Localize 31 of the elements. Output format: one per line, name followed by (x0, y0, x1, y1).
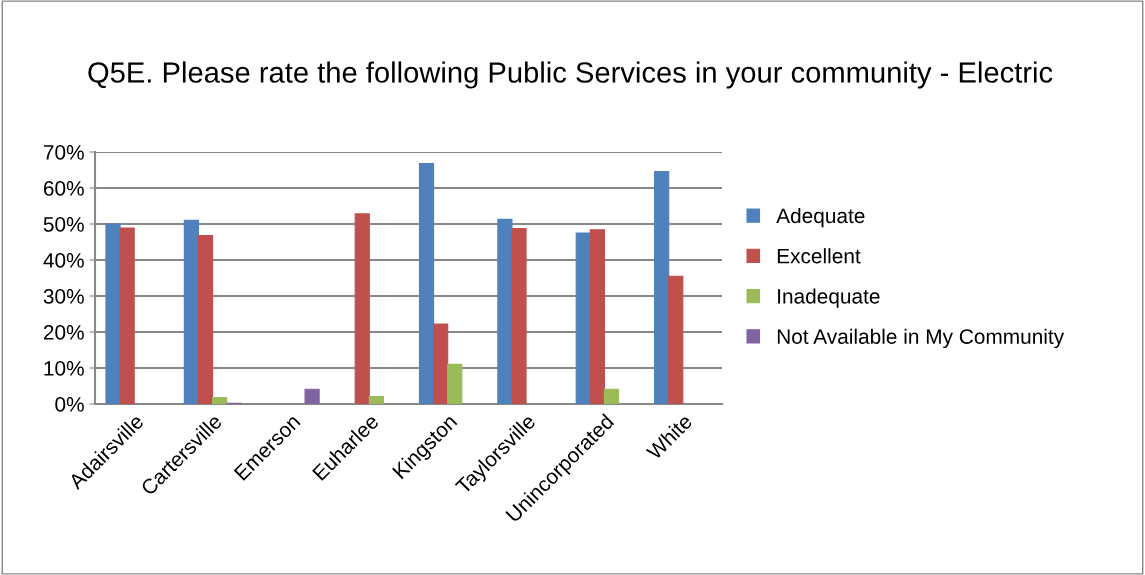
bar (119, 227, 135, 404)
y-tick-label: 20% (43, 325, 84, 340)
legend-label: Not Available in My Community (777, 328, 1065, 349)
bar (304, 388, 320, 404)
bar (511, 228, 527, 404)
bar (447, 363, 463, 404)
bar (354, 213, 370, 404)
y-tick-label: 10% (44, 361, 84, 376)
bar (105, 223, 121, 404)
y-tick-label: 70% (43, 145, 84, 160)
bar (603, 388, 620, 404)
bar (497, 218, 513, 404)
bar (183, 219, 200, 404)
bar (418, 162, 435, 404)
bar (212, 396, 228, 404)
bar (654, 170, 670, 404)
bar (197, 234, 214, 404)
y-tick-label: 60% (43, 181, 84, 196)
legend-label: Adequate (776, 207, 865, 228)
bar (575, 232, 591, 404)
legend-label: Inadequate (778, 288, 880, 308)
chart-title: Q5E. Please rate the following Public Services in your community - Electric (88, 61, 1053, 89)
bar (668, 275, 684, 404)
y-tick-label: 40% (43, 253, 84, 268)
bar (589, 229, 605, 404)
y-tick-label: 30% (43, 289, 84, 304)
bar (368, 395, 384, 404)
legend-label: Excellent (777, 248, 861, 264)
y-tick-label: 50% (43, 217, 84, 232)
y-tick-label: 0% (55, 397, 84, 412)
bar (433, 323, 449, 404)
